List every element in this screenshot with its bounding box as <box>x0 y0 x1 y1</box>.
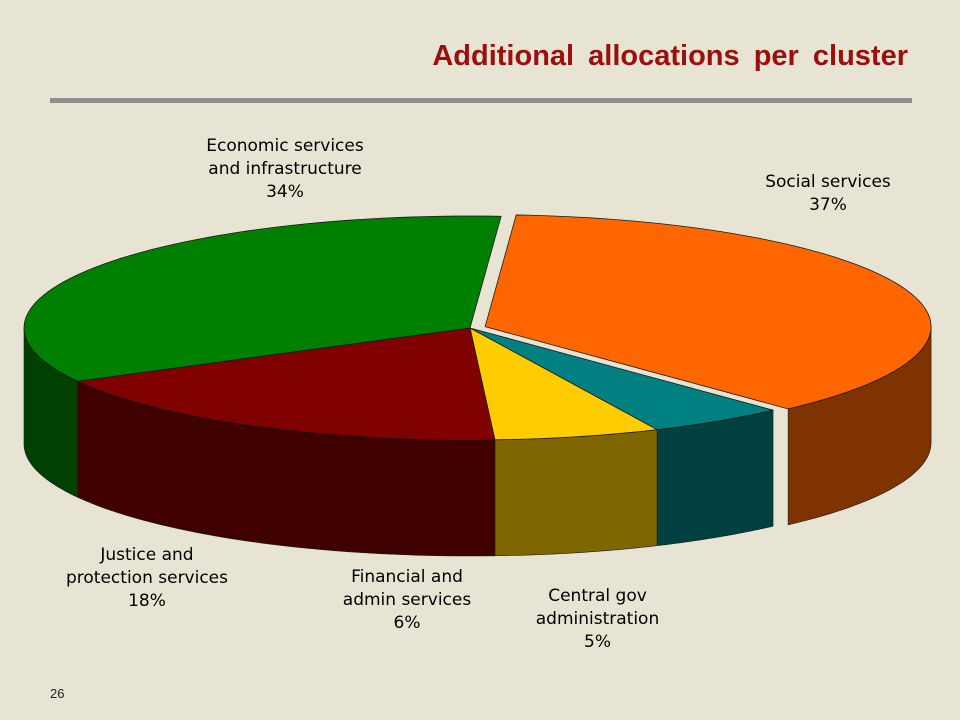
pie-slice-central-gov <box>469 327 774 431</box>
pie-side-central-gov <box>656 409 774 547</box>
pie-slice-financial-and <box>469 327 658 441</box>
label-economic-services: Economic services and infrastructure 34% <box>206 136 364 202</box>
pie-slice-economic-services <box>23 215 502 382</box>
label-financial-services: Financial and admin services 6% <box>342 567 472 633</box>
page-number: 26 <box>50 686 65 701</box>
title-divider <box>50 98 912 103</box>
pie-slice-social-services <box>484 214 932 410</box>
pie-slice-justice-and <box>77 327 496 441</box>
pie-side-financial-and <box>494 429 658 557</box>
label-social-services: Social services 37% <box>765 172 891 215</box>
label-central-gov: Central gov administration 5% <box>535 586 660 652</box>
label-justice-services: Justice and protection services 18% <box>66 545 228 611</box>
slide-title: Additional allocations per cluster <box>432 40 908 72</box>
